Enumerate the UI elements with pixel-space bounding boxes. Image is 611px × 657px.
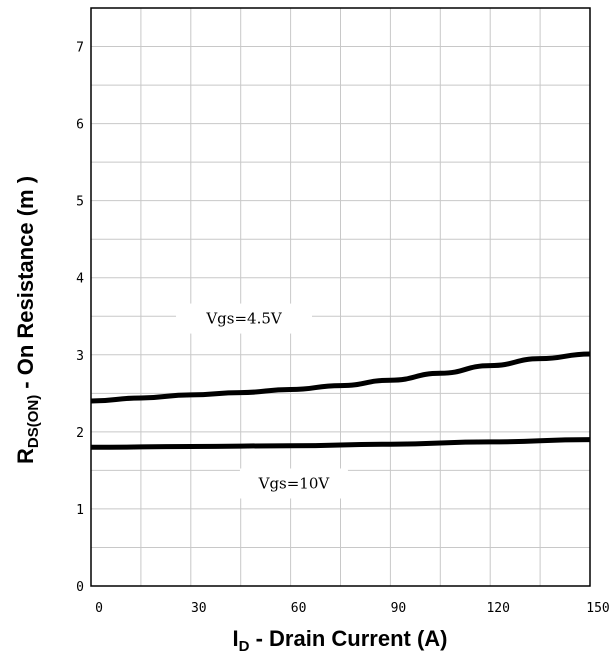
x-tick-label: 120 — [486, 601, 509, 616]
series-line-2 — [90, 437, 591, 450]
y-tick-labels: 0 1 2 3 4 5 6 7 — [76, 41, 84, 595]
x-tick-label: 0 — [95, 601, 103, 616]
plot-frame — [90, 7, 591, 587]
y-tick-label: 2 — [76, 426, 84, 441]
x-tick-label: 30 — [191, 601, 207, 616]
series-labels: Vgs=4.5V Vgs=10V — [176, 303, 348, 499]
x-tick-labels: 0 30 60 90 120 150 — [95, 601, 610, 616]
series-label-bg — [176, 303, 313, 334]
x-axis-title: ID - Drain Current (A) — [233, 626, 448, 655]
series-line-1 — [90, 351, 591, 404]
y-tick-label: 4 — [76, 272, 84, 287]
y-tick-label: 5 — [76, 195, 84, 210]
series-label-2: Vgs=10V — [258, 475, 331, 493]
y-axis-title: RDS(ON) - On Resistance (m ) — [13, 176, 42, 464]
series-label-1: Vgs=4.5V — [205, 310, 283, 328]
y-tick-label: 3 — [76, 349, 84, 364]
x-tick-label: 150 — [586, 601, 609, 616]
x-tick-label: 90 — [391, 601, 407, 616]
x-tick-label: 60 — [291, 601, 307, 616]
y-tick-label: 1 — [76, 503, 84, 518]
y-tick-label: 7 — [76, 41, 84, 56]
series-label-bg — [239, 468, 348, 499]
grid — [91, 8, 590, 586]
y-tick-label: 6 — [76, 118, 84, 133]
y-tick-label: 0 — [76, 580, 84, 595]
curves — [90, 351, 591, 450]
